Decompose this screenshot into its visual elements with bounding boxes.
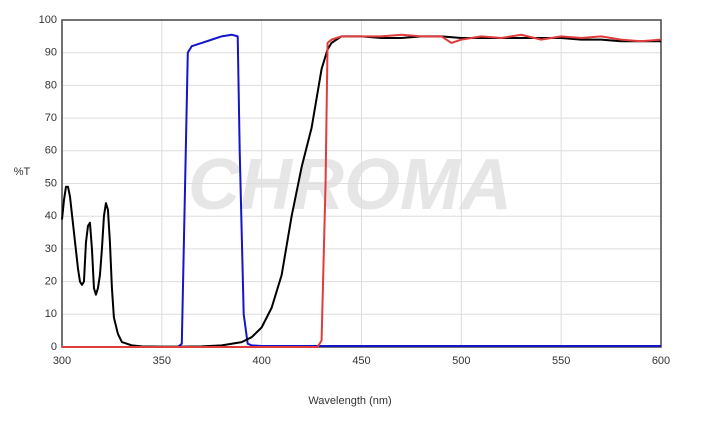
series-line (62, 33, 662, 348)
y-axis-label: %T (14, 166, 31, 178)
y-tick-label: 80 (45, 79, 57, 91)
x-tick-label: 350 (153, 355, 171, 367)
x-tick-label: 450 (352, 355, 370, 367)
y-tick-label: 60 (45, 145, 57, 157)
x-tick-label: 500 (452, 355, 470, 367)
y-tick-label: 30 (45, 243, 57, 255)
y-tick-label: 0 (51, 341, 57, 353)
x-tick-label: 300 (53, 355, 71, 367)
watermark: CHROMA (188, 145, 512, 225)
x-tick-label: 400 (252, 355, 270, 367)
series-line (62, 33, 661, 348)
y-tick-label: 70 (45, 112, 57, 124)
y-tick-label: 40 (45, 210, 57, 222)
y-tick-label: 100 (39, 14, 57, 26)
x-tick-label: 600 (652, 355, 670, 367)
y-tick-label: 50 (45, 177, 57, 189)
y-tick-label: 20 (45, 276, 57, 288)
x-tick-label: 550 (552, 355, 570, 367)
y-tick-label: 10 (45, 308, 57, 320)
y-tick-label: 90 (45, 47, 57, 59)
x-axis-label: Wavelength (nm) (308, 395, 391, 407)
